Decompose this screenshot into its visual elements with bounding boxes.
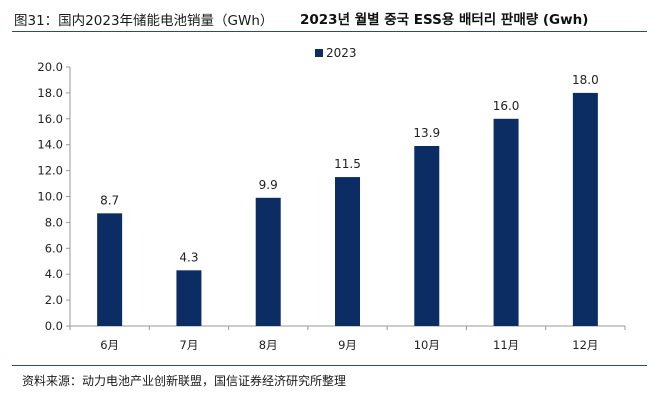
y-tick-label: 16.0 xyxy=(37,112,63,126)
y-tick-label: 6.0 xyxy=(45,241,63,255)
x-tick-label: 8月 xyxy=(259,338,278,352)
y-tick-label: 14.0 xyxy=(37,138,63,152)
x-tick-label: 11月 xyxy=(493,338,519,352)
x-tick-label: 12月 xyxy=(572,338,598,352)
data-label: 13.9 xyxy=(413,126,440,140)
y-tick-label: 0.0 xyxy=(45,319,63,333)
bar-chart: 0.0 2.0 4.0 6.0 8.0 10.0 12.0 14.0 16.0 18.0 20.0 8… xyxy=(37,46,626,352)
bar xyxy=(97,213,123,326)
y-tick-label: 12.0 xyxy=(37,164,63,178)
bar xyxy=(414,145,440,326)
chart-title: 2023년 월별 중국 ESS용 배터리 판매량 (Gwh) xyxy=(300,12,589,28)
x-tick-label: 7月 xyxy=(180,338,199,352)
bar xyxy=(255,197,281,326)
x-tick-label: 10月 xyxy=(414,338,440,352)
y-tick-label: 8.0 xyxy=(45,215,63,229)
source-note: 资料来源：动力电池产业创新联盟，国信证券经济研究所整理 xyxy=(22,374,347,388)
footer-divider xyxy=(12,365,647,366)
bar xyxy=(493,118,519,326)
chart-header: 图31：国内2023年储能电池销量（GWh） 2023년 월별 중국 ESS용 … xyxy=(0,0,659,30)
x-tick-label: 6月 xyxy=(100,338,119,352)
header-divider xyxy=(12,31,647,32)
y-tick-label: 2.0 xyxy=(45,293,63,307)
data-label: 4.3 xyxy=(179,250,198,264)
y-tick-label: 10.0 xyxy=(37,190,63,204)
bar xyxy=(335,177,360,326)
x-tick-label: 9月 xyxy=(338,338,357,352)
legend-label: 2023 xyxy=(326,46,357,60)
y-tick-label: 20.0 xyxy=(37,60,63,74)
data-label: 8.7 xyxy=(100,193,119,207)
bar xyxy=(176,270,202,326)
y-tick-label: 18.0 xyxy=(37,86,63,100)
figure-label: 图31：国内2023年储能电池销量（GWh） xyxy=(14,13,274,29)
y-tick-label: 4.0 xyxy=(45,267,63,281)
legend-swatch xyxy=(315,49,323,57)
data-label: 11.5 xyxy=(334,157,361,171)
data-label: 9.9 xyxy=(259,178,278,192)
data-label: 18.0 xyxy=(572,73,599,87)
bar xyxy=(572,92,598,327)
data-label: 16.0 xyxy=(493,99,520,113)
